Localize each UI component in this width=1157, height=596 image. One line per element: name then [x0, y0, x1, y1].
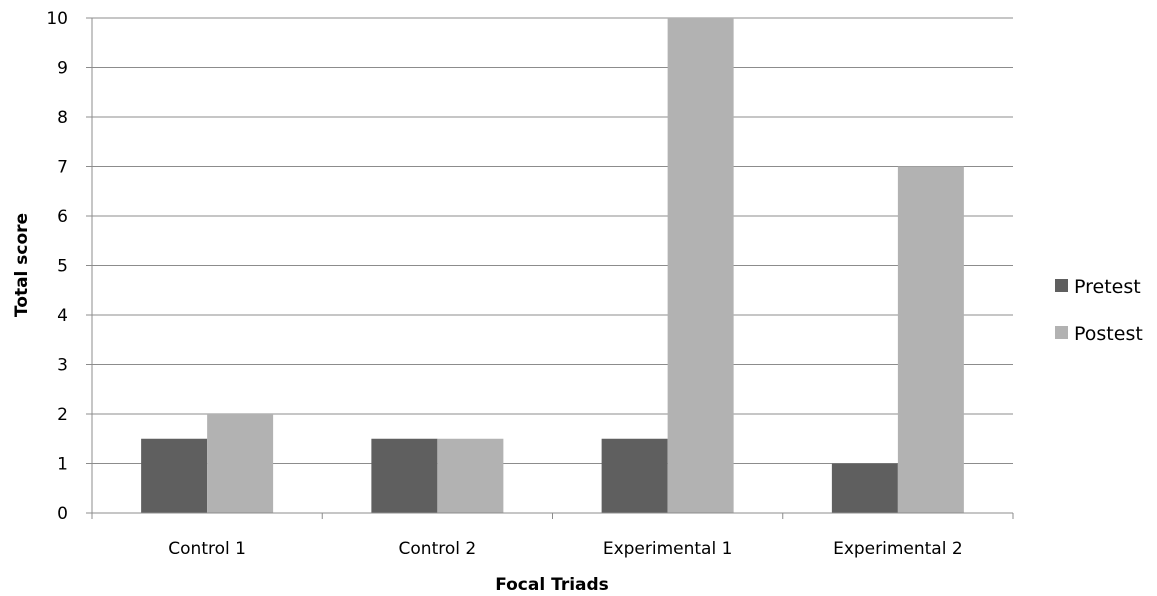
y-tick-label: 7	[57, 158, 68, 178]
y-tick-label: 9	[57, 59, 68, 79]
bar-pretest-2	[371, 438, 438, 513]
y-axis-title: Total score	[12, 213, 32, 317]
y-tick-label: 3	[57, 356, 68, 376]
bar-postest-2	[437, 438, 504, 513]
y-tick-label: 6	[57, 207, 68, 227]
x-category-label: Control 2	[399, 539, 477, 559]
legend: Pretest Postest	[1055, 276, 1143, 345]
x-category-label: Experimental 2	[833, 539, 963, 559]
x-category-labels: Control 1 Control 2 Experimental 1 Experime…	[168, 539, 962, 559]
legend-label-postest: Postest	[1074, 323, 1143, 345]
y-tick-label: 2	[57, 405, 68, 425]
x-category-label: Experimental 1	[603, 539, 733, 559]
x-axis-title: Focal Triads	[495, 575, 609, 595]
y-tick-label: 1	[57, 455, 68, 475]
legend-swatch-pretest	[1055, 279, 1068, 292]
bars	[141, 18, 964, 513]
bar-postest-3	[667, 18, 734, 513]
y-tick-label: 4	[57, 306, 68, 326]
bar-postest-1	[207, 414, 274, 513]
bar-pretest-4	[831, 463, 898, 513]
y-tick-label: 8	[57, 108, 68, 128]
bar-pretest-3	[601, 438, 668, 513]
y-tick-label: 5	[57, 257, 68, 277]
legend-label-pretest: Pretest	[1074, 276, 1141, 298]
bar-postest-4	[897, 166, 964, 513]
y-tick-label: 0	[57, 504, 68, 524]
legend-swatch-postest	[1055, 326, 1068, 339]
bar-pretest-1	[141, 438, 208, 513]
y-tick-label: 10	[46, 9, 68, 29]
x-category-label: Control 1	[168, 539, 246, 559]
axes	[91, 18, 1014, 519]
y-tick-labels: 0 1 2 3 4 5 6 7 8 9 10	[46, 9, 68, 524]
